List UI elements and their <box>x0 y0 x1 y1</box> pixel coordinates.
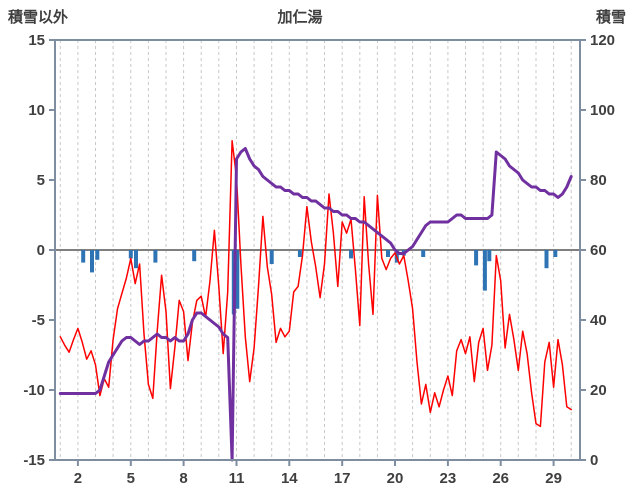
svg-text:0: 0 <box>590 452 598 469</box>
svg-text:5: 5 <box>37 172 45 189</box>
svg-text:14: 14 <box>281 470 298 487</box>
right-axis-title: 積雪 <box>595 9 626 26</box>
svg-text:120: 120 <box>590 32 615 49</box>
svg-text:8: 8 <box>179 470 187 487</box>
chart-title: 加仁湯 <box>277 9 323 26</box>
left-axis-title: 積雪以外 <box>8 9 69 26</box>
svg-text:5: 5 <box>127 470 135 487</box>
svg-text:-5: -5 <box>32 312 45 329</box>
svg-text:15: 15 <box>28 32 45 49</box>
svg-text:0: 0 <box>37 242 45 259</box>
svg-text:26: 26 <box>492 470 509 487</box>
svg-text:11: 11 <box>229 470 245 487</box>
svg-text:20: 20 <box>590 382 607 399</box>
svg-text:10: 10 <box>28 102 45 119</box>
svg-text:2: 2 <box>74 470 82 487</box>
svg-text:-10: -10 <box>23 382 45 399</box>
svg-text:100: 100 <box>590 102 615 119</box>
svg-text:60: 60 <box>590 242 607 259</box>
svg-text:40: 40 <box>590 312 607 329</box>
svg-text:29: 29 <box>545 470 562 487</box>
svg-text:-15: -15 <box>23 452 45 469</box>
svg-text:20: 20 <box>387 470 404 487</box>
svg-text:80: 80 <box>590 172 607 189</box>
svg-text:17: 17 <box>334 470 351 487</box>
svg-text:23: 23 <box>440 470 457 487</box>
